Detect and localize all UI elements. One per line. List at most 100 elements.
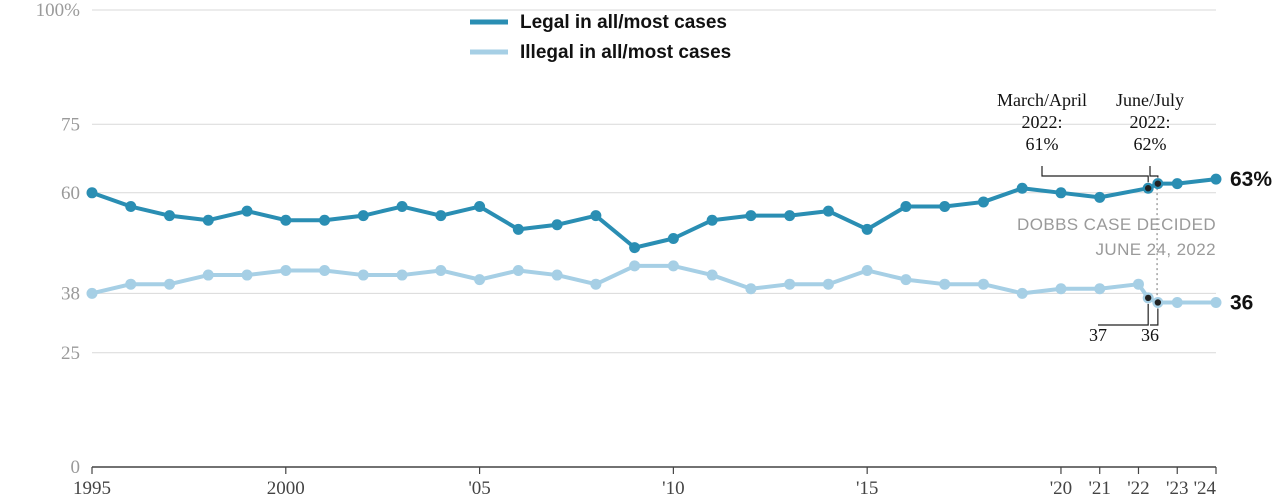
y-axis-label: 38 [61, 283, 80, 304]
series-point-illegal [862, 265, 873, 276]
dobbs-label: JUNE 24, 2022 [1096, 240, 1217, 259]
callout-hook [1042, 166, 1148, 182]
series-point-legal [474, 201, 485, 212]
series-point-illegal [1133, 279, 1144, 290]
series-point-illegal [1055, 283, 1066, 294]
series-point-legal [435, 210, 446, 221]
series-point-legal [823, 206, 834, 217]
series-point-illegal [242, 270, 253, 281]
y-axis-label: 0 [71, 457, 81, 478]
series-point-illegal [784, 279, 795, 290]
series-point-illegal [707, 270, 718, 281]
y-axis-label: 75 [61, 114, 80, 135]
series-point-legal [668, 233, 679, 244]
series-point-illegal [280, 265, 291, 276]
series-point-legal [358, 210, 369, 221]
series-line-legal [92, 179, 1216, 248]
x-axis-label: '15 [856, 478, 878, 499]
series-point-legal [1055, 187, 1066, 198]
series-point-legal [707, 215, 718, 226]
x-axis-label: '20 [1050, 478, 1072, 499]
x-axis-label: '21 [1089, 478, 1111, 499]
series-point-legal [552, 219, 563, 230]
callout-hook [1150, 166, 1158, 178]
series-line-illegal [92, 266, 1216, 303]
x-axis-label: '10 [662, 478, 684, 499]
series-point-illegal [358, 270, 369, 281]
series-point-legal [862, 224, 873, 235]
series-point-illegal [397, 270, 408, 281]
series-point-illegal [939, 279, 950, 290]
series-point-illegal [474, 274, 485, 285]
series-point-legal [629, 242, 640, 253]
callout-hook [1150, 308, 1158, 325]
series-point-illegal [513, 265, 524, 276]
series-point-legal [1094, 192, 1105, 203]
legend-label: Legal in all/most cases [520, 12, 727, 33]
x-axis-label: '22 [1127, 478, 1149, 499]
series-point-legal [242, 206, 253, 217]
series-point-legal [1017, 183, 1028, 194]
callout-hook [1098, 304, 1148, 325]
y-axis-label: 100% [36, 0, 81, 21]
series-point-illegal [125, 279, 136, 290]
series-point-legal [397, 201, 408, 212]
series-point-illegal [203, 270, 214, 281]
x-axis-label: '05 [468, 478, 490, 499]
series-point-legal [784, 210, 795, 221]
x-axis-label: 2000 [267, 478, 305, 499]
series-point-illegal [1172, 297, 1183, 308]
callout-dot [1145, 185, 1151, 191]
series-point-illegal [668, 260, 679, 271]
series-point-illegal [435, 265, 446, 276]
series-point-legal [900, 201, 911, 212]
series-point-illegal [164, 279, 175, 290]
series-point-illegal [823, 279, 834, 290]
series-point-legal [1211, 174, 1222, 185]
series-point-legal [319, 215, 330, 226]
callout-dot [1155, 299, 1161, 305]
legend-label: Illegal in all/most cases [520, 42, 731, 63]
series-point-illegal [552, 270, 563, 281]
callout-val: 36 [1141, 325, 1159, 345]
series-point-illegal [900, 274, 911, 285]
end-label-illegal: 36 [1230, 291, 1253, 314]
series-point-illegal [87, 288, 98, 299]
series-point-illegal [978, 279, 989, 290]
series-point-legal [164, 210, 175, 221]
callout-val: 62% [1134, 134, 1167, 154]
y-axis-label: 60 [61, 183, 80, 204]
callout-sub: 2022: [1021, 112, 1062, 132]
x-axis-label: '24 [1194, 478, 1217, 499]
series-point-legal [590, 210, 601, 221]
dobbs-label: DOBBS CASE DECIDED [1017, 215, 1216, 234]
callout-val: 37 [1089, 325, 1107, 345]
series-point-legal [1172, 178, 1183, 189]
series-point-legal [280, 215, 291, 226]
series-point-illegal [590, 279, 601, 290]
callout-sub: 2022: [1129, 112, 1170, 132]
series-point-legal [745, 210, 756, 221]
x-axis-label: '23 [1166, 478, 1188, 499]
series-point-legal [978, 196, 989, 207]
series-point-illegal [1017, 288, 1028, 299]
series-point-legal [125, 201, 136, 212]
line-chart: 0 25 38 60 75 100% 1995 2000 '05 '10 '15 '20 '21 '22 '… [0, 0, 1280, 500]
callout-title: June/July [1116, 90, 1184, 110]
x-axis-label: 1995 [73, 478, 111, 499]
series-point-legal [513, 224, 524, 235]
y-axis-label: 25 [61, 343, 80, 364]
series-point-illegal [629, 260, 640, 271]
series-point-legal [939, 201, 950, 212]
callout-val: 61% [1026, 134, 1059, 154]
series-point-legal [87, 187, 98, 198]
callout-dot [1145, 295, 1151, 301]
callout-title: March/April [997, 90, 1087, 110]
series-point-illegal [745, 283, 756, 294]
series-point-legal [203, 215, 214, 226]
end-label-legal: 63% [1230, 168, 1272, 191]
series-point-illegal [319, 265, 330, 276]
series-point-illegal [1094, 283, 1105, 294]
series-point-illegal [1211, 297, 1222, 308]
callout-dot [1155, 180, 1161, 186]
